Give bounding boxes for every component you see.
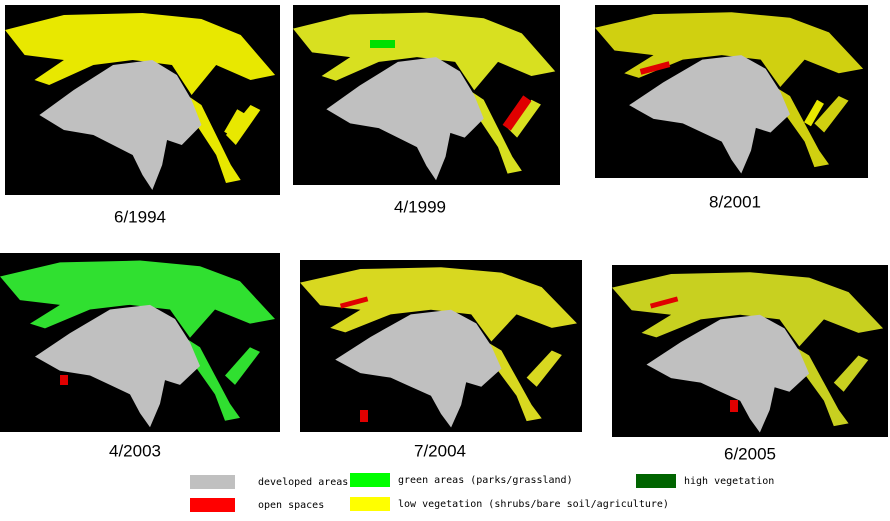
map-panel: [595, 5, 868, 178]
legend-label: developed areas: [258, 477, 348, 488]
legend-label: open spaces: [258, 500, 324, 511]
panel-label: 7/2004: [414, 441, 466, 460]
panel-label: 6/2005: [724, 444, 776, 463]
map-panel: [300, 260, 582, 432]
map-panel: [0, 253, 280, 432]
panel-label: 4/1999: [394, 197, 446, 216]
panel-label: 8/2001: [709, 192, 761, 211]
legend-swatch: [350, 473, 390, 487]
legend-swatch: [350, 497, 390, 511]
figure: 6/1994 4/1999 8/2001 4/2003 7/2004: [0, 0, 890, 521]
legend-swatch: [190, 498, 235, 512]
map-panel: [293, 5, 560, 185]
panel-label: 4/2003: [109, 441, 161, 460]
panel-label: 6/1994: [114, 207, 166, 226]
legend-label: green areas (parks/grassland): [398, 475, 573, 486]
legend-label: low vegetation (shrubs/bare soil/agricul…: [398, 499, 669, 510]
legend-swatch: [636, 474, 676, 488]
legend: developed areas open spaces green areas …: [190, 473, 774, 512]
figure-canvas: 6/1994 4/1999 8/2001 4/2003 7/2004: [0, 0, 890, 521]
map-panel: [612, 265, 888, 437]
legend-swatch: [190, 475, 235, 489]
legend-label: high vegetation: [684, 476, 774, 487]
map-panel: [5, 5, 280, 195]
